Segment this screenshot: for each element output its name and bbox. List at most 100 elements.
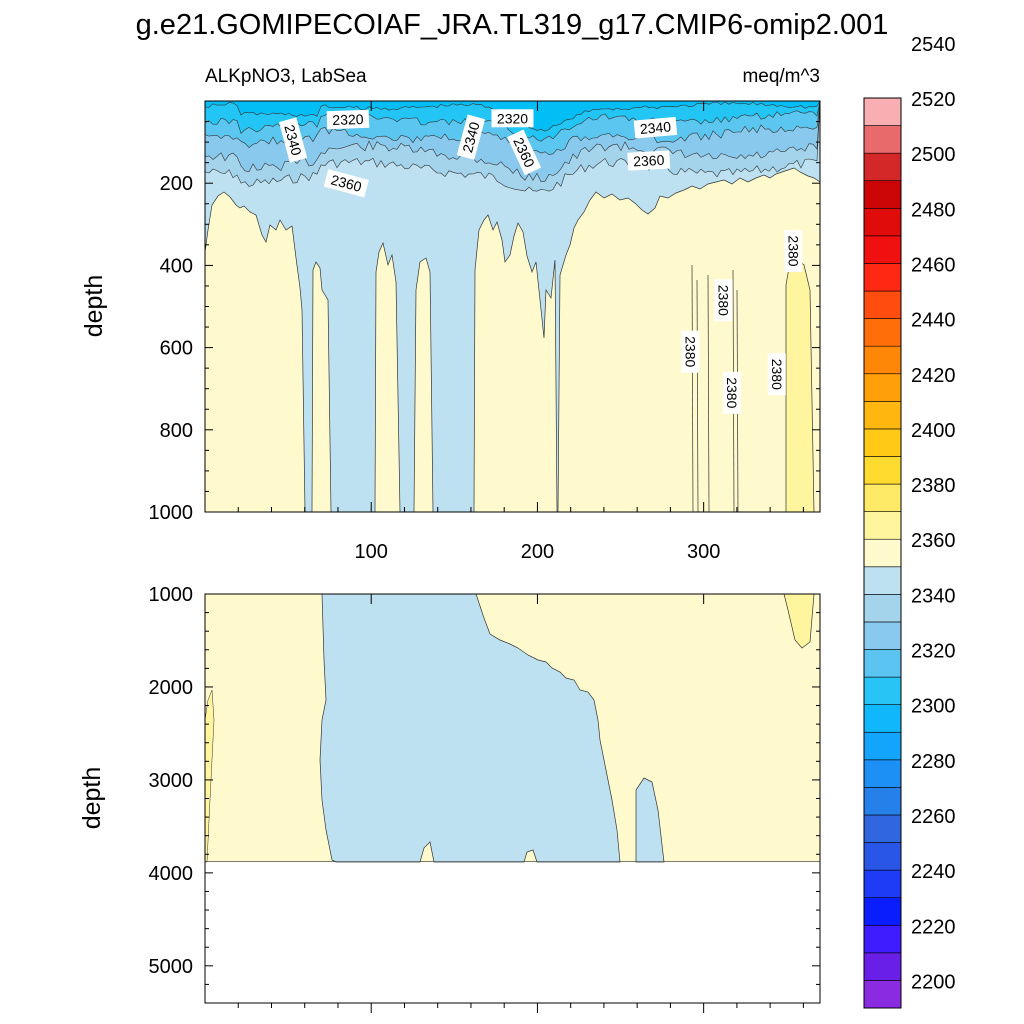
upper-xtick-label: 100 [355,541,388,563]
upper-ytick-label: 800 [160,420,193,442]
contour-label-text: 2340 [639,118,672,137]
colorbar-label: 2280 [911,751,956,773]
colorbar-swatch [863,759,902,788]
contour-label: 2320 [491,109,534,128]
colorbar-swatch [863,649,902,678]
lower-ylabel: depth [78,767,106,830]
upper-xtick-label: 300 [687,541,720,563]
contour-label-text: 2380 [785,235,801,266]
contour-label: 2360 [627,150,671,171]
colorbar-swatch [863,924,902,954]
colorbar-swatch [863,842,902,871]
colorbar-label: 2540 [911,34,956,56]
colorbar-label: 2340 [911,585,956,607]
lower-ytick-label: 1000 [149,584,194,606]
contour-label-bg [491,109,534,128]
upper-panel: ALKpNO3, LabSea meq/m^3 200 400 600 800 1000… [80,66,821,563]
colorbar-label: 2500 [911,144,956,166]
upper-ytick-label: 600 [160,338,193,360]
contour-label: 2380 [767,353,786,396]
contour-label-text: 2340 [459,120,483,154]
contour-label-text: 2380 [682,336,698,367]
contour-sliver [691,264,694,512]
colorbar-label: 2260 [911,806,956,828]
contour-label: 2340 [278,117,308,163]
colorbar-swatch [863,235,902,264]
bright-warm-strip [785,257,815,512]
colorbar-label: 2420 [911,365,956,387]
colorbar-swatch [863,180,902,209]
colorbar-swatch [863,566,902,595]
colorbar: 2200 2220 2240 2260 2280 2300 2320 2340 2360 2380… [863,34,956,1009]
upper-ytick-label: 200 [160,173,193,195]
contour-label-text: 2360 [329,171,363,195]
contour-label: 2360 [323,169,369,198]
contour-label-bg [278,117,308,163]
colorbar-swatch [863,456,902,485]
contour-label-bg [627,150,671,171]
colorbar-label: 2240 [911,861,956,883]
contour-label-bg [722,371,741,414]
contour-label-bg [784,230,803,273]
contour-label-text: 2380 [769,359,785,390]
colorbar-label: 2360 [911,530,956,552]
contour-label-text: 2380 [724,377,740,408]
colorbar-swatch [863,345,902,375]
colorbar-swatch [863,152,902,182]
colorbar-label: 2400 [911,420,956,442]
figure-title: g.e21.GOMIPECOIAF_JRA.TL319_g17.CMIP6-om… [136,9,889,41]
lower-ytick-label: 5000 [149,956,194,978]
lower-axes: 1000 2000 3000 4000 5000 [149,584,820,1013]
contour-label-bg [767,353,786,396]
contour-sliver [696,279,699,512]
contour-label-bg [714,279,733,322]
lower-contour-fill [205,594,820,863]
colorbar-swatch [863,373,902,402]
colorbar-swatch [863,731,902,761]
colorbar-swatch [863,290,902,319]
colorbar-label: 2220 [911,916,956,938]
colorbar-swatch [863,125,902,154]
contour-label: 2340 [633,116,678,139]
colorbar-swatch [863,897,902,926]
colorbar-swatch [863,401,902,430]
colorbar-frame [863,97,902,1009]
upper-ytick-label: 400 [160,255,193,277]
colorbar-swatch [863,208,902,237]
contour-label: 2340 [456,114,486,160]
colorbar-label: 2380 [911,475,956,497]
lower-ytick-label: 4000 [149,863,194,885]
colorbar-swatch [863,318,902,347]
contour-label: 2380 [681,330,700,373]
deep-water-region [205,101,820,512]
colorbar-swatch [863,483,902,512]
contour-label-bg [323,169,369,198]
colorbar-swatch [863,97,902,126]
contour-sliver [707,274,710,512]
units-label: meq/m^3 [742,66,820,87]
lower-panel: 1000 2000 3000 4000 5000 depth [78,584,821,1013]
contour-label-bg [681,330,700,373]
contour-label-text: 2340 [281,123,305,157]
contour-label: 2380 [722,371,741,414]
colorbar-swatch [863,676,902,705]
colorbar-label: 2320 [911,641,956,663]
colorbar-swatch [863,704,902,733]
lower-ytick-label: 2000 [149,677,194,699]
contour-label-text: 2380 [716,285,732,316]
bright-warm-strip [783,594,815,649]
contour-label-bg [507,129,542,176]
contour-label-bg [456,114,486,160]
colorbar-swatch [863,869,902,898]
colorbar-swatch [863,428,902,457]
contour-label-text: 2320 [497,110,528,126]
contour-label: 2380 [714,279,733,322]
colorbar-swatch [863,538,902,568]
colorbar-swatch [863,263,902,292]
lower-ytick-label: 3000 [149,770,194,792]
colorbar-swatch [863,621,902,650]
contour-label-bg [326,109,370,130]
contour-label-text: 2360 [633,152,665,170]
